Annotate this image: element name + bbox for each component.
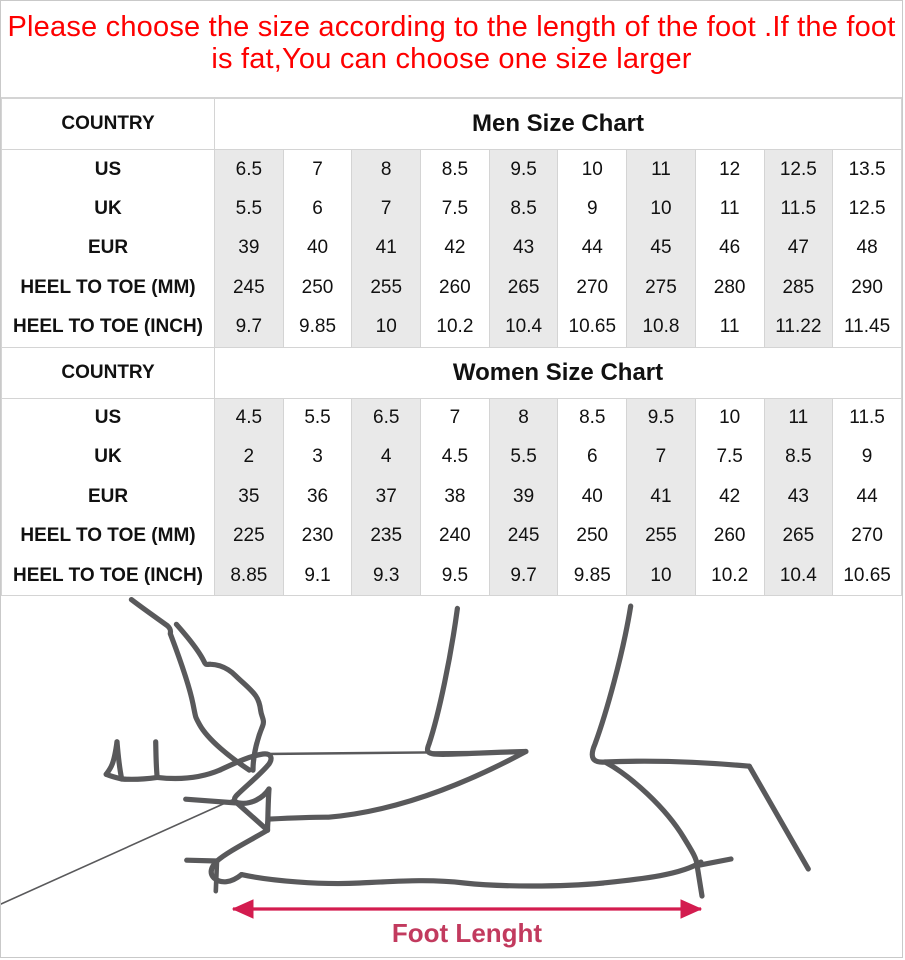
svg-text:Foot Lenght: Foot Lenght (392, 918, 543, 948)
